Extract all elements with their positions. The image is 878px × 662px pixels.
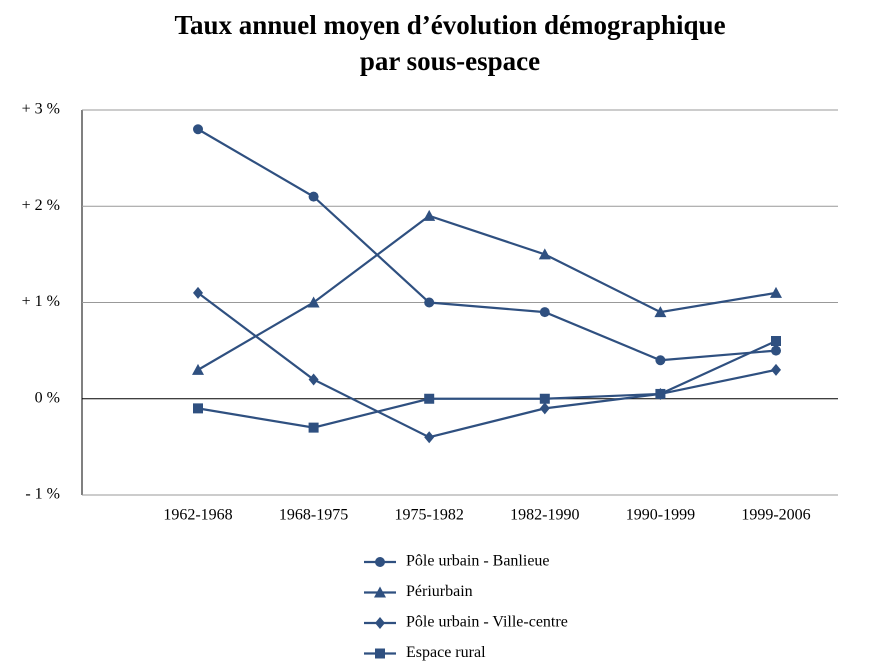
legend-marker (375, 648, 385, 659)
y-tick-label: + 3 % (22, 101, 60, 118)
data-point (307, 296, 320, 308)
legend-marker (374, 586, 386, 598)
data-point (539, 307, 550, 318)
series-line (197, 339, 777, 429)
data-point (771, 345, 781, 356)
data-point (308, 373, 319, 386)
x-tick-label: 1999-2006 (741, 507, 810, 524)
x-tick-label: 1962-1968 (163, 507, 232, 524)
y-tick-label: - 1 % (25, 486, 60, 503)
x-tick-label: 1975-1982 (395, 507, 464, 524)
data-point (308, 191, 319, 202)
legend-label: Périurbain (406, 583, 473, 600)
data-point (771, 336, 781, 346)
y-tick-label: + 1 % (22, 293, 60, 310)
legend-label: Pôle urbain - Banlieue (406, 553, 550, 570)
data-point (424, 431, 435, 444)
chart-title: par sous-espace (360, 46, 540, 76)
x-tick-label: 1990-1999 (626, 507, 695, 524)
legend-label: Espace rural (406, 644, 486, 661)
data-point (193, 286, 203, 299)
chart-title: Taux annuel moyen d’évolution démographi… (174, 10, 725, 40)
data-point (655, 355, 666, 366)
y-tick-label: 0 % (35, 389, 60, 406)
data-point (192, 363, 204, 375)
series-line (197, 128, 777, 362)
x-tick-label: 1968-1975 (279, 507, 348, 524)
data-point (539, 393, 550, 404)
series-line (197, 291, 777, 439)
data-point (654, 306, 667, 318)
y-tick-label: + 2 % (22, 197, 60, 214)
data-point (424, 393, 435, 404)
data-point (193, 403, 203, 414)
x-tick-label: 1982-1990 (510, 507, 579, 524)
data-point (308, 422, 319, 433)
legend-marker (375, 557, 385, 567)
data-point (770, 286, 782, 298)
data-point (538, 248, 551, 260)
data-point (423, 209, 436, 221)
data-point (655, 388, 666, 399)
legend-label: Pôle urbain - Ville-centre (406, 614, 568, 631)
data-point (539, 402, 550, 415)
data-point (424, 297, 435, 308)
legend-marker (375, 617, 385, 629)
series-line (197, 214, 777, 371)
data-point (193, 124, 203, 135)
data-point (771, 363, 781, 376)
